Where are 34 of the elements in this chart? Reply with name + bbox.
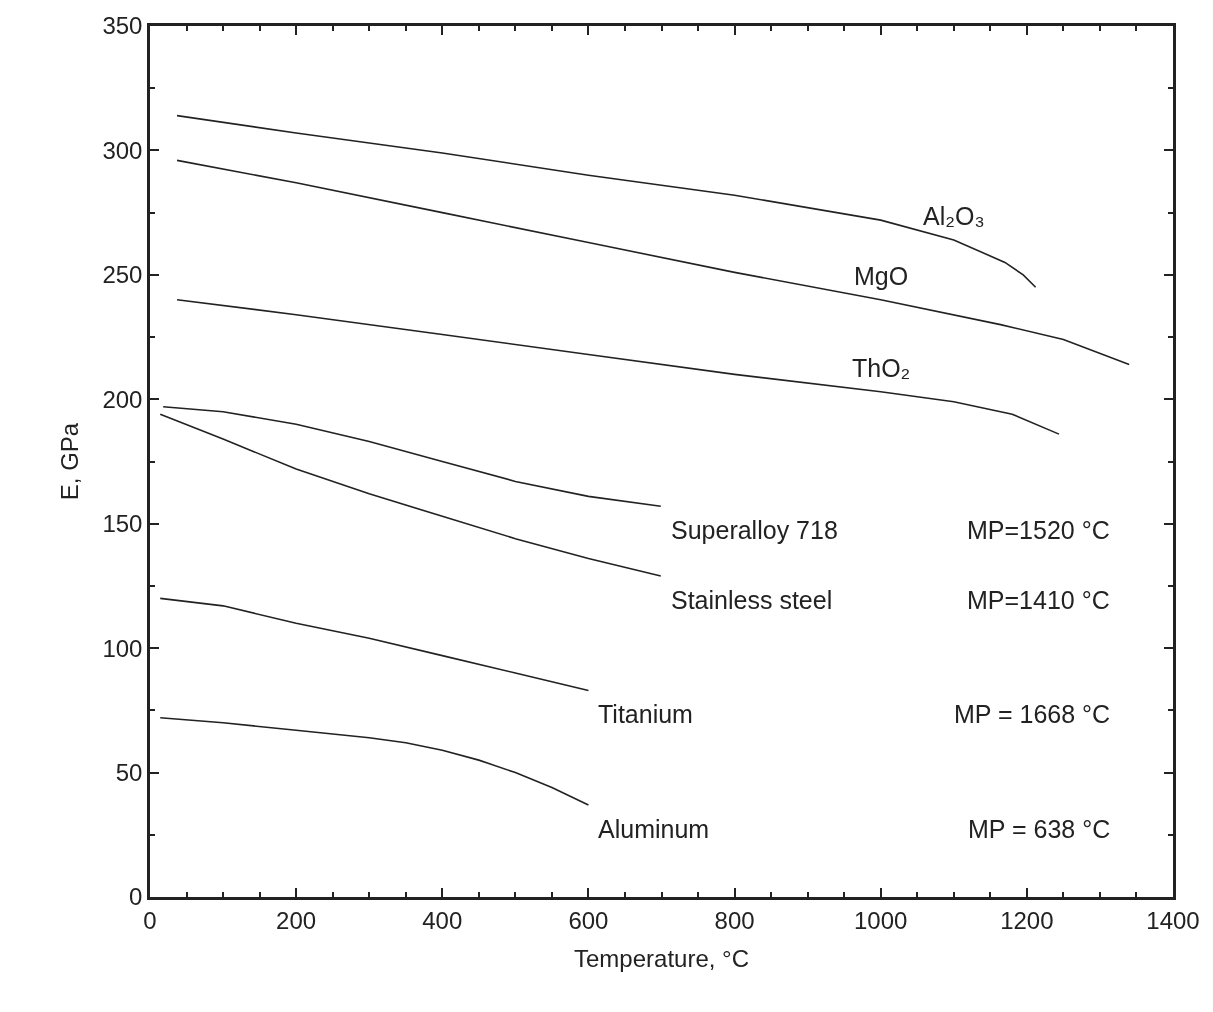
series-label: MgO xyxy=(854,262,909,290)
x-tick-label: 800 xyxy=(714,906,755,934)
x-tick-label: 200 xyxy=(276,906,317,934)
x-tick-label: 1200 xyxy=(1000,906,1054,934)
series-label: Aluminum xyxy=(598,815,710,843)
x-axis-title: Temperature, °C xyxy=(574,944,749,972)
x-tick-label: 1000 xyxy=(854,906,908,934)
y-tick-label: 50 xyxy=(115,758,143,786)
line-series xyxy=(159,597,590,692)
series-label: Stainless steel xyxy=(671,586,833,614)
y-tick-label: 100 xyxy=(102,634,143,662)
x-tick-label: 1400 xyxy=(1146,906,1200,934)
y-axis-title: E, GPa xyxy=(55,422,83,501)
x-tick-label: 400 xyxy=(422,906,463,934)
series-label: Al₂O₃ xyxy=(923,202,985,230)
y-tick-label: 300 xyxy=(102,136,143,164)
x-tick-label: 600 xyxy=(568,906,609,934)
line-series xyxy=(162,405,662,508)
line-series xyxy=(159,413,662,577)
annotation: MP = 638 °C xyxy=(968,815,1111,843)
y-tick-label: 0 xyxy=(129,883,143,911)
series-label: Superalloy 718 xyxy=(671,516,838,544)
line-series xyxy=(176,298,1060,435)
series-label: Titanium xyxy=(598,700,693,728)
series-label: ThO₂ xyxy=(852,354,911,382)
y-tick-label: 200 xyxy=(102,385,143,413)
y-tick-label: 250 xyxy=(102,261,143,289)
line-series xyxy=(176,114,1037,289)
annotation: MP=1410 °C xyxy=(967,586,1110,614)
line-series xyxy=(159,717,590,806)
y-tick-label: 150 xyxy=(102,510,143,538)
y-tick-label: 350 xyxy=(102,12,143,40)
annotation: MP=1520 °C xyxy=(967,516,1110,544)
annotation: MP = 1668 °C xyxy=(954,700,1111,728)
